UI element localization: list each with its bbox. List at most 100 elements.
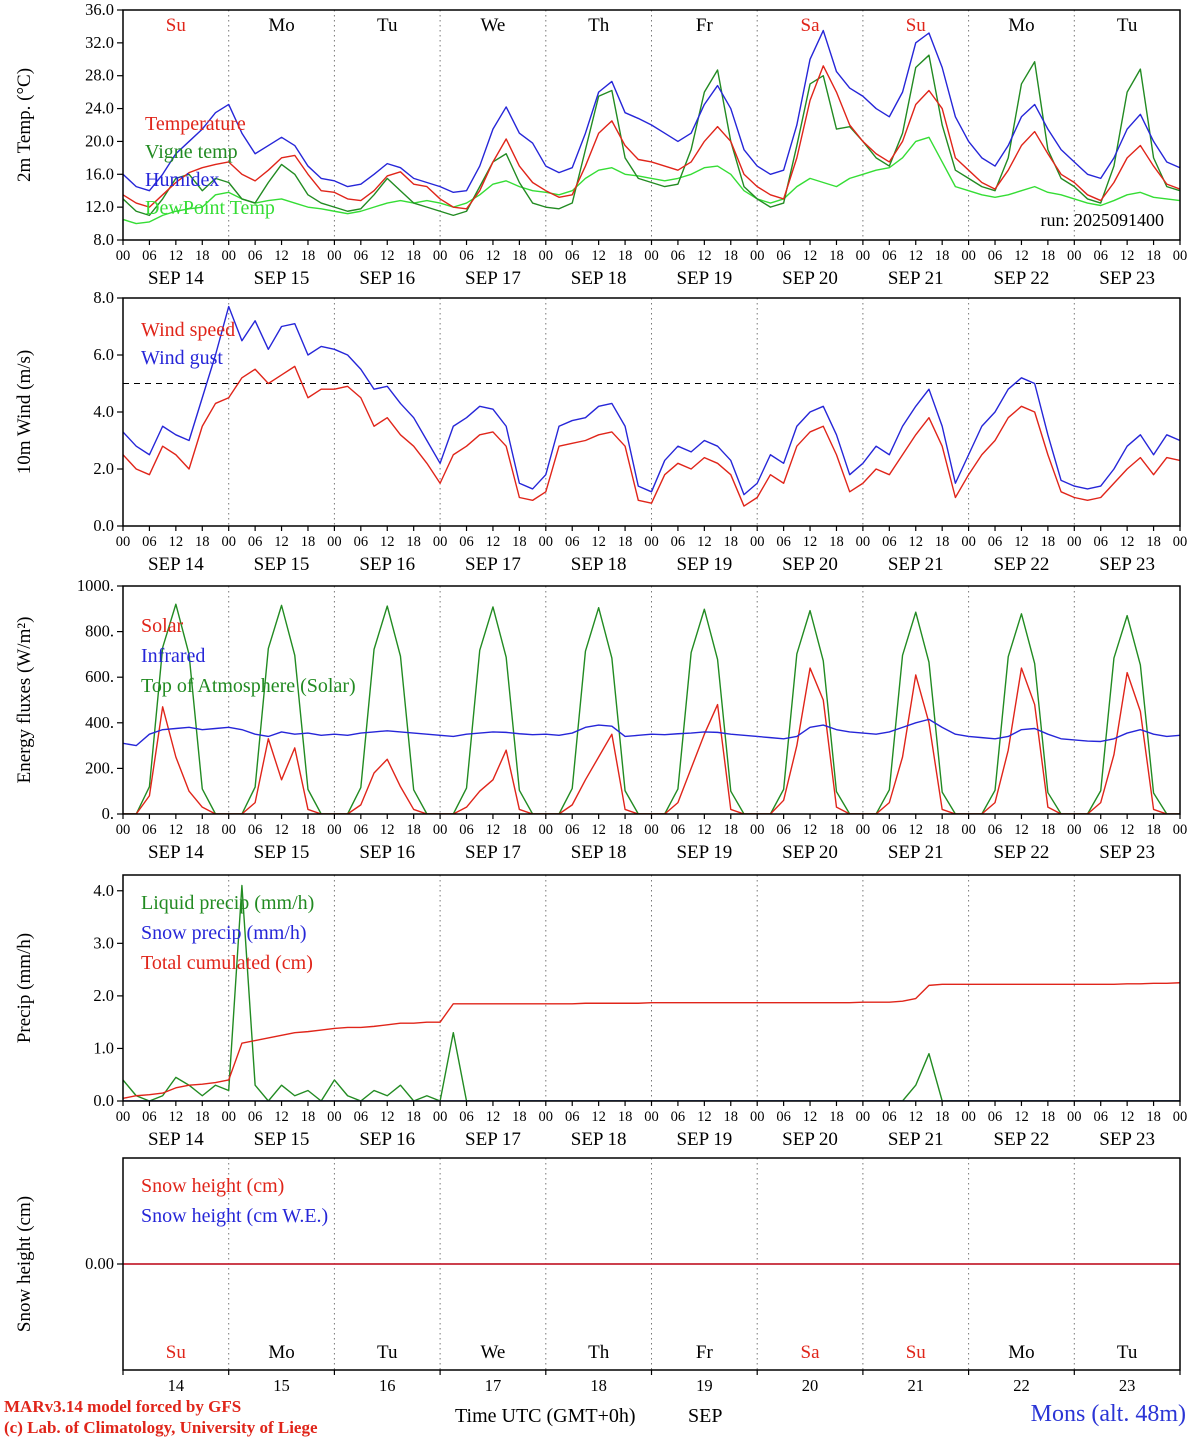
date-label: SEP 23 (1099, 1129, 1155, 1150)
date-label: SEP 16 (359, 554, 415, 575)
y-tick-label: 400. (85, 713, 114, 732)
hour-tick-label: 00 (856, 822, 871, 838)
x-axis: 00 06 12 18 00 06 12 18 00 06 12 18 00 06 12 18 00 06 12 18… (116, 1101, 1187, 1125)
series-wind-gust (123, 305, 1180, 496)
hour-tick-label: 06 (142, 534, 157, 550)
legend-vigne-temp: Vigne temp (145, 141, 238, 163)
day-names-bottom: Su Mo Tu We Th Fr Sa Su Mo Tu (122, 1342, 1181, 1375)
hour-tick-label: 12 (169, 534, 184, 550)
hour-tick-label: 12 (274, 1109, 289, 1125)
hour-tick-label: 18 (195, 248, 210, 264)
y-axis-title: Precip (mm/h) (14, 933, 35, 1043)
hour-tick-label: 18 (301, 1109, 316, 1125)
hour-tick-label: 06 (142, 248, 157, 264)
y-axis: 0.0 2.0 4.0 6.0 8.0 (93, 292, 123, 535)
hour-tick-label: 12 (169, 822, 184, 838)
legend: Liquid precip (mm/h) Snow precip (mm/h) To… (141, 892, 314, 974)
hour-tick-label: 18 (618, 534, 633, 550)
hour-tick-label: 18 (1146, 248, 1161, 264)
hour-tick-label: 18 (829, 534, 844, 550)
hour-tick-label: 12 (591, 1109, 606, 1125)
date-label: SEP 22 (994, 842, 1050, 863)
legend-total-cumulated-cm: Total cumulated (cm) (141, 952, 313, 974)
series-dewpoint-temp (123, 136, 1180, 225)
hour-tick-label: 18 (1146, 1109, 1161, 1125)
hour-tick-label: 18 (935, 822, 950, 838)
hour-tick-label: 00 (327, 1109, 342, 1125)
legend-liquid-precip-mm-h: Liquid precip (mm/h) (141, 892, 314, 914)
date-label: SEP 19 (676, 554, 732, 575)
hour-tick-label: 00 (116, 248, 131, 264)
hour-tick-label: 00 (116, 534, 131, 550)
day-gridlines (228, 586, 1075, 814)
date-label: SEP 20 (782, 1129, 838, 1150)
time-axis-label: Time UTC (GMT+0h) (455, 1405, 636, 1427)
date-number: 18 (590, 1376, 607, 1395)
y-tick-label: 2.0 (93, 986, 114, 1005)
day-name: Tu (377, 1342, 398, 1363)
hour-tick-label: 12 (380, 1109, 395, 1125)
date-label: SEP 17 (465, 268, 521, 289)
hour-tick-label: 00 (644, 822, 659, 838)
series-vigne-temp (123, 54, 1180, 217)
hour-tick-label: 00 (961, 248, 976, 264)
hour-tick-label: 00 (750, 248, 765, 264)
hour-tick-label: 18 (724, 822, 739, 838)
y-tick-label: 8.0 (93, 230, 114, 249)
hour-tick-label: 12 (591, 534, 606, 550)
hour-tick-label: 06 (248, 534, 263, 550)
hour-tick-label: 00 (961, 822, 976, 838)
date-label: SEP 14 (148, 1129, 204, 1150)
hour-tick-label: 06 (1093, 248, 1108, 264)
hour-tick-label: 12 (909, 534, 924, 550)
date-label: SEP 15 (254, 842, 310, 863)
hour-tick-label: 06 (565, 822, 580, 838)
hour-tick-label: 00 (961, 534, 976, 550)
hour-tick-label: 00 (539, 534, 554, 550)
hour-tick-label: 18 (618, 1109, 633, 1125)
day-gridlines (228, 875, 1075, 1101)
date-label: SEP 22 (994, 554, 1050, 575)
date-label: SEP 14 (148, 842, 204, 863)
model-credit: MARv3.14 model forced by GFS (4, 1397, 242, 1416)
hour-tick-label: 00 (1067, 822, 1082, 838)
hour-tick-label: 18 (301, 822, 316, 838)
date-label: SEP 21 (888, 842, 944, 863)
hour-tick-label: 00 (644, 534, 659, 550)
hour-tick-label: 00 (856, 1109, 871, 1125)
date-label: SEP 21 (888, 554, 944, 575)
y-tick-label: 12.0 (85, 197, 114, 216)
date-label: SEP 22 (994, 1129, 1050, 1150)
y-tick-label: 1.0 (93, 1038, 114, 1057)
date-number: 19 (696, 1376, 713, 1395)
date-label: SEP 14 (148, 268, 204, 289)
energy-flux-panel: 0. 200. 400. 600. 800. 1000. Energy fluxes (W/… (14, 580, 1187, 863)
day-name: Tu (1117, 15, 1138, 36)
lab-credit: (c) Lab. of Climatology, University of L… (4, 1418, 318, 1438)
y-tick-label: 200. (85, 758, 114, 777)
date-label: SEP 18 (571, 554, 627, 575)
y-tick-label: 0.0 (93, 516, 114, 535)
month-label: SEP (688, 1405, 723, 1427)
hour-tick-label: 00 (221, 248, 236, 264)
hour-tick-label: 00 (961, 1109, 976, 1125)
hour-tick-label: 00 (1173, 534, 1188, 550)
day-name: Mo (1008, 1342, 1034, 1363)
y-tick-label: 6.0 (93, 345, 114, 364)
hour-tick-label: 12 (803, 248, 818, 264)
temperature-panel: 8.0 12.0 16.0 20.0 24.0 28.0 32.0 36.0 2m Temp. … (14, 0, 1187, 289)
date-label: SEP 17 (465, 1129, 521, 1150)
hour-tick-label: 12 (803, 534, 818, 550)
day-name: We (481, 15, 506, 36)
hour-tick-label: 12 (697, 534, 712, 550)
hour-tick-label: 18 (195, 534, 210, 550)
hour-tick-label: 00 (221, 1109, 236, 1125)
series-temperature (123, 65, 1180, 210)
hour-tick-label: 18 (512, 248, 527, 264)
hour-tick-label: 18 (195, 1109, 210, 1125)
date-label: SEP 19 (676, 268, 732, 289)
y-tick-label: 32.0 (85, 33, 114, 52)
hour-tick-label: 12 (697, 248, 712, 264)
hour-tick-label: 06 (671, 534, 686, 550)
hour-tick-label: 18 (829, 248, 844, 264)
